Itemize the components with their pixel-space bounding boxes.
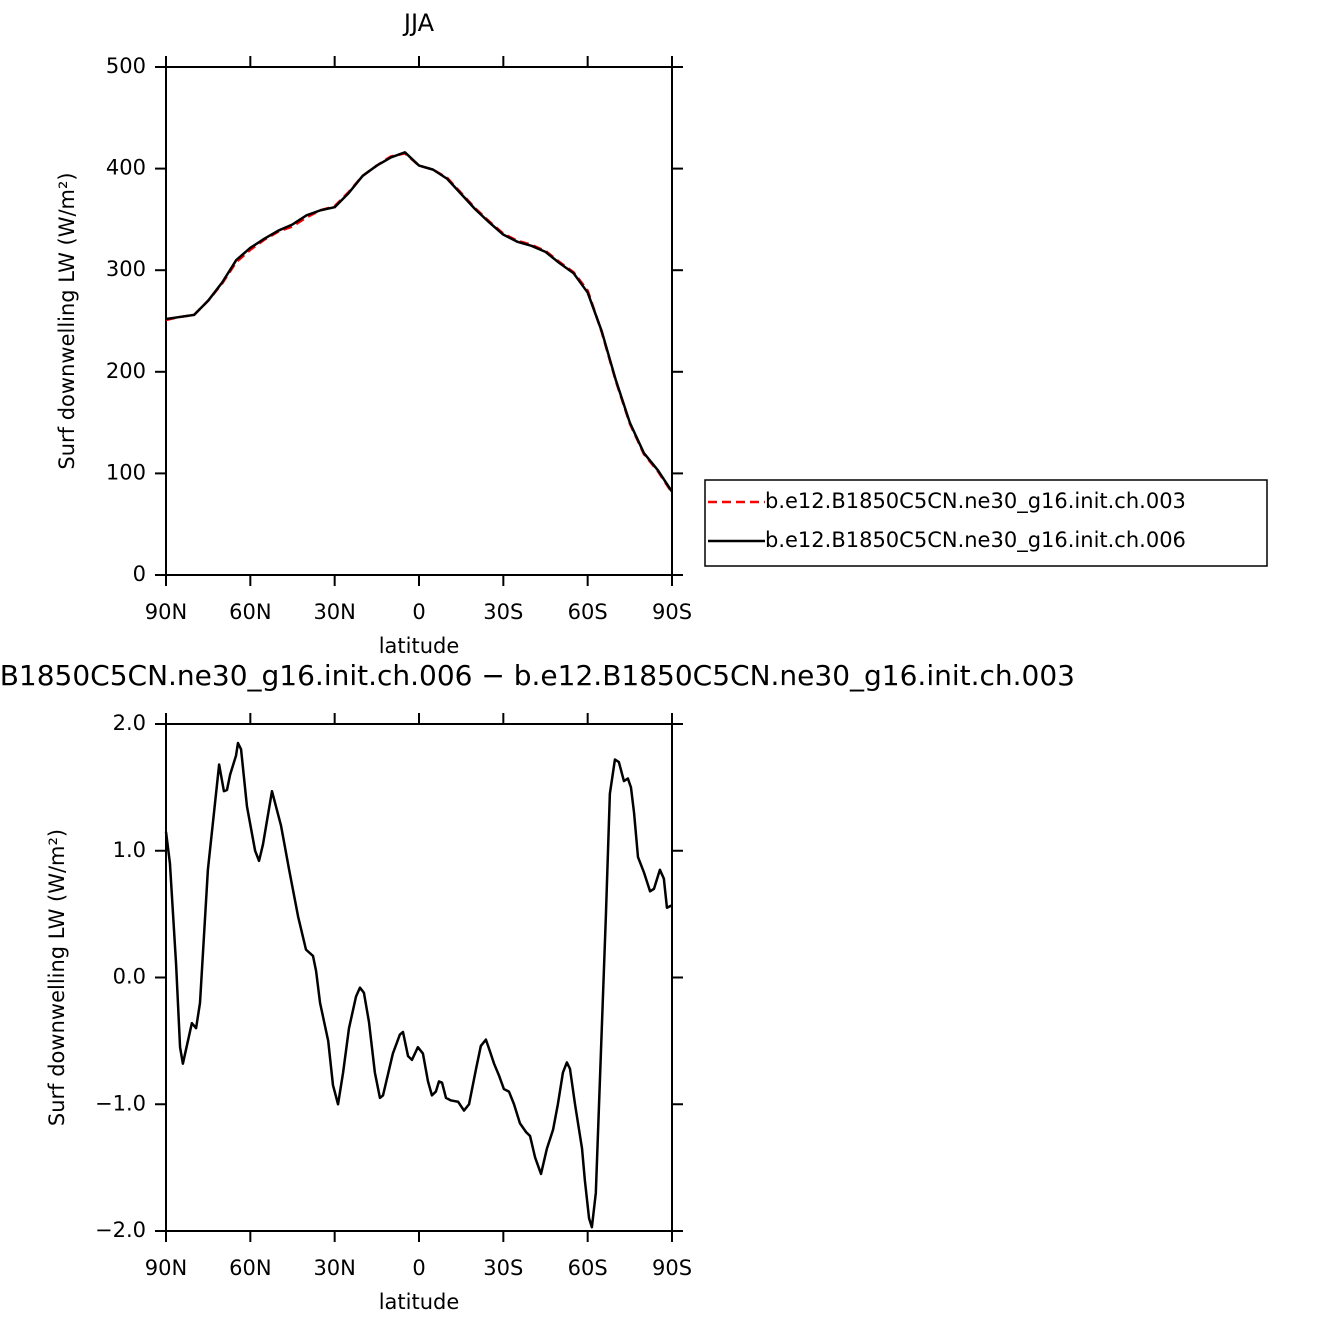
x-tick-label: 90S	[652, 600, 692, 624]
plot-frame	[165, 66, 673, 576]
x-tick-label: 90N	[145, 600, 187, 624]
y-tick-label: 300	[106, 257, 146, 281]
x-axis-label: latitude	[379, 634, 460, 658]
x-tick-label: 60S	[568, 1256, 608, 1280]
x-tick-label: 60N	[229, 600, 271, 624]
x-tick-label: 30N	[313, 1256, 355, 1280]
data-line	[165, 152, 674, 494]
y-tick-label: 2.0	[113, 711, 146, 735]
legend-label: b.e12.B1850C5CN.ne30_g16.init.ch.006	[765, 528, 1186, 553]
y-tick-label: 100	[106, 460, 146, 484]
y-tick-label: 0.0	[113, 965, 146, 989]
y-tick-label: 400	[106, 156, 146, 180]
x-tick-label: 30S	[483, 600, 523, 624]
y-tick-label: 200	[106, 359, 146, 383]
y-tick-label: 1.0	[113, 838, 146, 862]
chart-title: b.e12.B1850C5CN.ne30_g16.init.ch.006 − b…	[0, 659, 1075, 692]
y-tick-label: −2.0	[95, 1218, 146, 1242]
x-tick-label: 60S	[568, 600, 608, 624]
y-axis-label: Surf downwelling LW (W/m²)	[55, 172, 79, 469]
y-tick-label: 0	[133, 562, 146, 586]
x-tick-label: 60N	[229, 1256, 271, 1280]
legend-label: b.e12.B1850C5CN.ne30_g16.init.ch.003	[765, 489, 1186, 514]
chart-title: JJA	[402, 9, 435, 37]
x-tick-label: 0	[412, 1256, 425, 1280]
legend-box	[704, 479, 1268, 567]
x-tick-label: 90N	[145, 1256, 187, 1280]
data-line	[165, 151, 674, 493]
y-axis-label: Surf downwelling LW (W/m²)	[45, 829, 69, 1126]
y-tick-label: 500	[106, 54, 146, 78]
x-tick-label: 30N	[313, 600, 355, 624]
data-line	[164, 741, 673, 1229]
y-tick-label: −1.0	[95, 1091, 146, 1115]
x-axis-label: latitude	[379, 1290, 460, 1314]
x-tick-label: 30S	[483, 1256, 523, 1280]
x-tick-label: 0	[412, 600, 425, 624]
x-tick-label: 90S	[652, 1256, 692, 1280]
